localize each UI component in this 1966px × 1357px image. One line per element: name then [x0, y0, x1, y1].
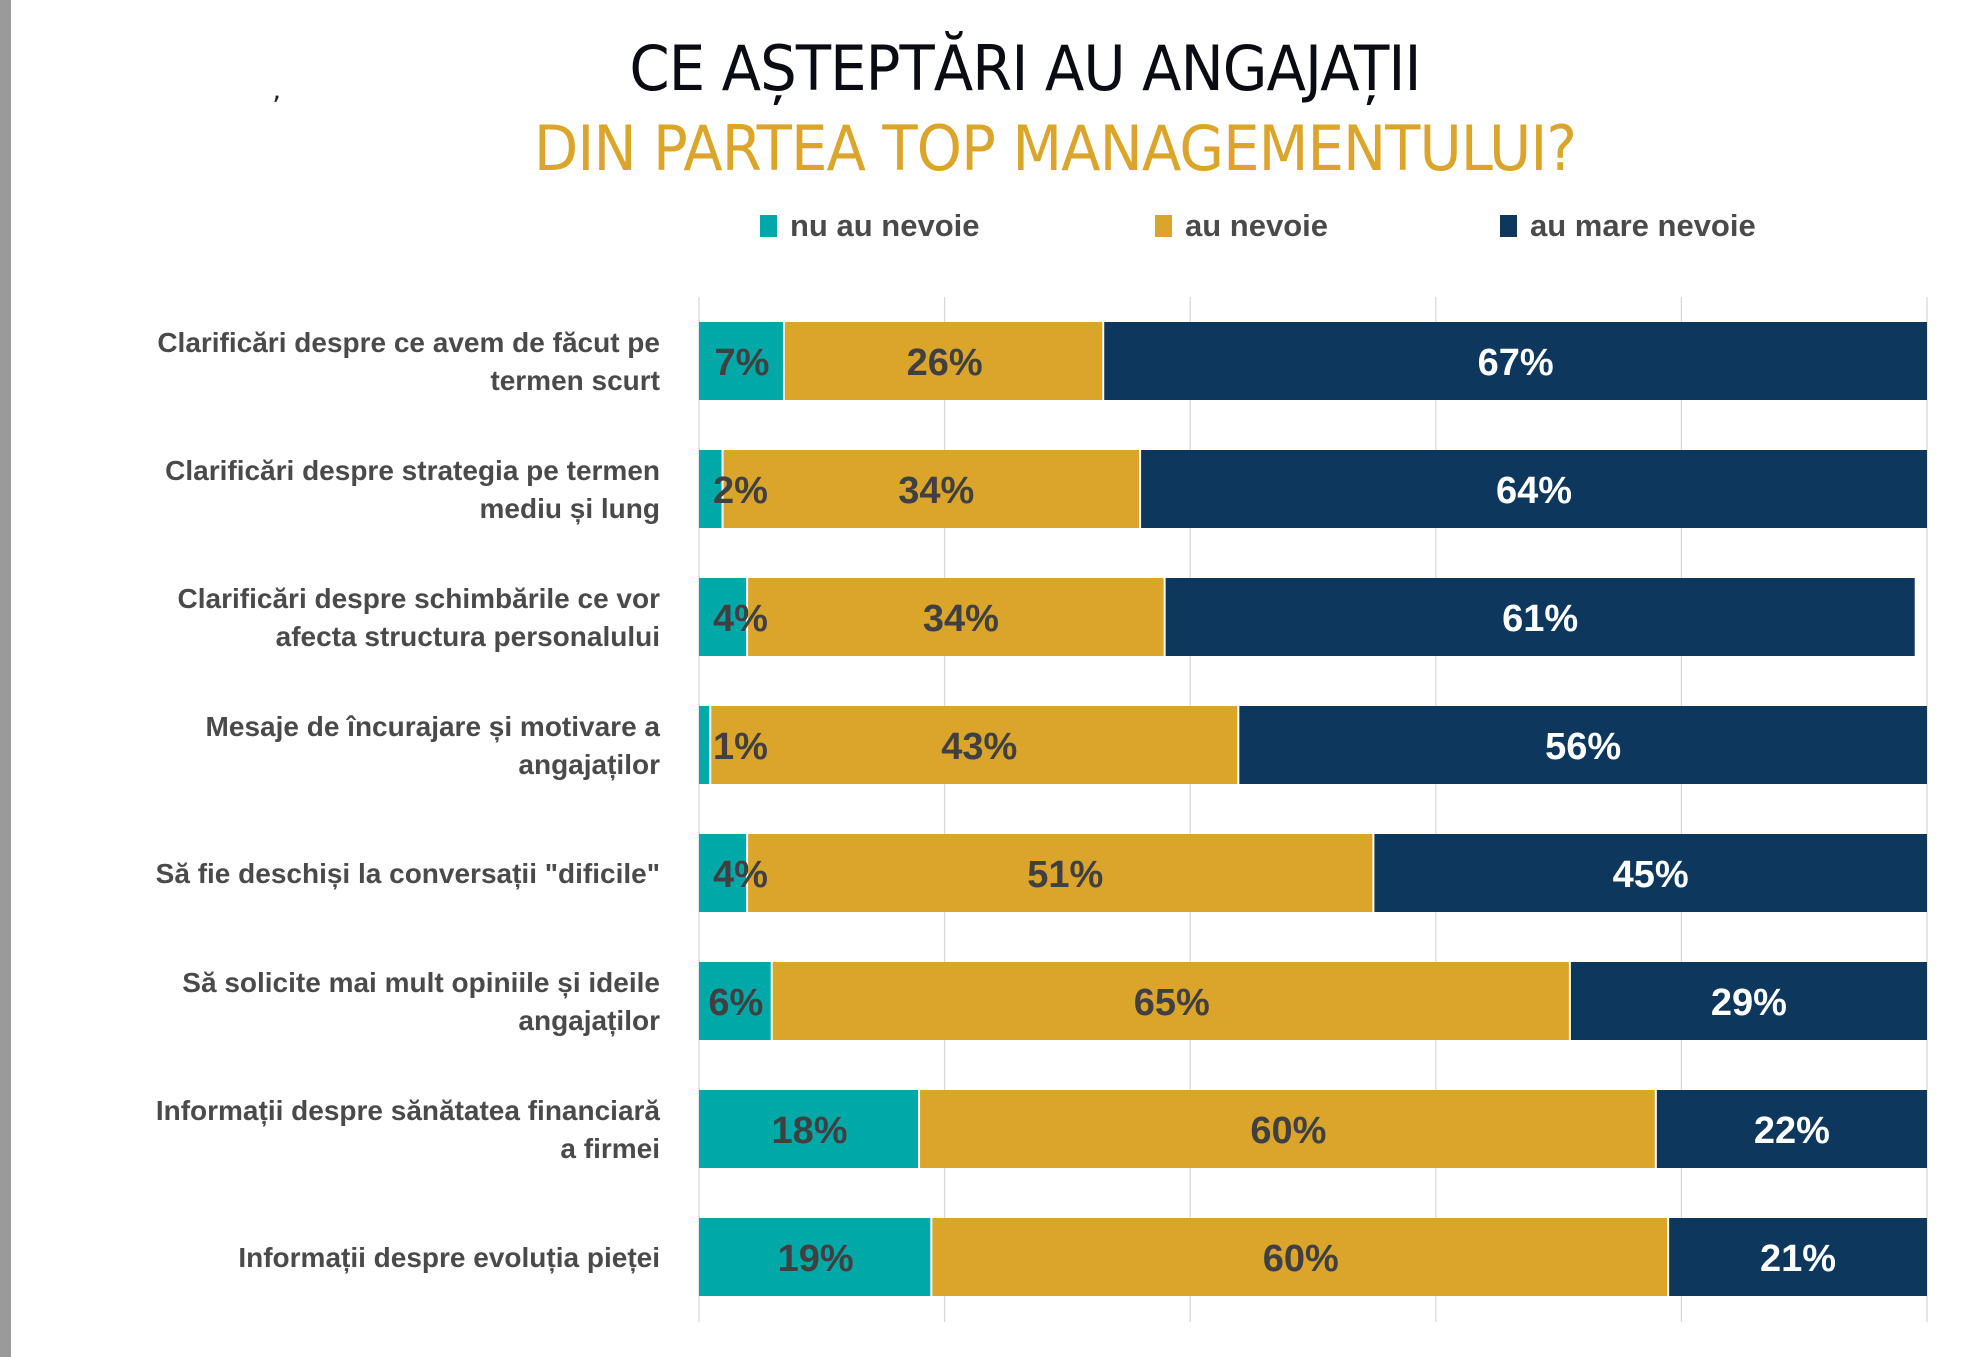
value-label: 56% — [1545, 726, 1621, 768]
legend-swatch-gold — [1155, 215, 1172, 237]
bar-segment-nu-au-nevoie — [699, 962, 771, 1040]
bar-segment-au-mare-nevoie — [1669, 1218, 1927, 1296]
value-label: 7% — [715, 342, 770, 384]
category-label: Mesaje de încurajare și motivare a — [206, 711, 661, 742]
value-label: 43% — [941, 726, 1017, 768]
value-label: 34% — [923, 598, 999, 640]
bar-segment-au-nevoie — [748, 578, 1164, 656]
bar-segment-au-nevoie — [920, 1090, 1655, 1168]
value-label: 21% — [1760, 1238, 1836, 1280]
bar-segment-au-nevoie — [772, 962, 1569, 1040]
bar-segment-au-mare-nevoie — [1374, 834, 1927, 912]
value-label: 29% — [1711, 982, 1787, 1024]
category-label: termen scurt — [490, 365, 660, 396]
value-label: 45% — [1613, 854, 1689, 896]
value-label: 18% — [771, 1110, 847, 1152]
legend-swatch-navy — [1500, 215, 1517, 237]
value-label: 2% — [713, 470, 768, 512]
legend-item-au-mare-nevoie: au mare nevoie — [1500, 208, 1756, 244]
bar-segment-au-mare-nevoie — [1104, 322, 1927, 400]
value-label: 1% — [713, 726, 768, 768]
left-border — [0, 0, 11, 1357]
legend-label: au nevoie — [1185, 208, 1328, 243]
category-label: Clarificări despre strategia pe termen — [165, 455, 660, 486]
bar-segment-au-nevoie — [932, 1218, 1668, 1296]
value-label: 34% — [898, 470, 974, 512]
value-label: 19% — [778, 1238, 854, 1280]
value-label: 60% — [1263, 1238, 1339, 1280]
value-label: 51% — [1027, 854, 1103, 896]
bar-segment-nu-au-nevoie — [699, 322, 783, 400]
stray-mark: ʼ — [272, 90, 281, 123]
bar-segment-au-mare-nevoie — [1570, 962, 1927, 1040]
chart-title: CE AȘTEPTĂRI AU ANGAJAȚII — [629, 32, 1421, 105]
value-label: 6% — [708, 982, 763, 1024]
category-label: Informații despre evoluția pieței — [238, 1242, 660, 1273]
category-label: Clarificări despre schimbările ce vor — [178, 583, 661, 614]
category-label: angajaților — [518, 1005, 660, 1036]
value-label: 4% — [713, 854, 768, 896]
value-label: 67% — [1478, 342, 1554, 384]
category-label: Informații despre sănătatea financiară — [156, 1095, 661, 1126]
bar-segment-au-mare-nevoie — [1656, 1090, 1927, 1168]
value-label: 4% — [713, 598, 768, 640]
bar-segment-nu-au-nevoie — [699, 578, 747, 656]
value-label: 64% — [1496, 470, 1572, 512]
bar-segment-au-nevoie — [748, 834, 1373, 912]
category-label: Clarificări despre ce avem de făcut pe — [157, 327, 660, 358]
bar-segment-au-nevoie — [711, 706, 1238, 784]
chart-subtitle: DIN PARTEA TOP MANAGEMENTULUI? — [533, 112, 1577, 185]
bar-segment-nu-au-nevoie — [699, 834, 747, 912]
legend-item-au-nevoie: au nevoie — [1155, 208, 1328, 244]
value-label: 60% — [1250, 1110, 1326, 1152]
category-label: mediu și lung — [480, 493, 660, 524]
bar-segment-nu-au-nevoie — [699, 706, 710, 784]
legend-label: nu au nevoie — [790, 208, 980, 243]
bar-segment-nu-au-nevoie — [699, 1090, 919, 1168]
bar-segment-au-mare-nevoie — [1141, 450, 1927, 528]
category-label: angajaților — [518, 749, 660, 780]
bar-segment-au-mare-nevoie — [1239, 706, 1927, 784]
bar-segment-au-nevoie — [784, 322, 1103, 400]
bar-segment-au-mare-nevoie — [1165, 578, 1915, 656]
legend-label: au mare nevoie — [1530, 208, 1756, 243]
legend-swatch-teal — [760, 215, 777, 237]
value-label: 26% — [907, 342, 983, 384]
bar-segment-nu-au-nevoie — [699, 450, 722, 528]
legend-item-nu-au-nevoie: nu au nevoie — [760, 208, 979, 244]
category-label: Să fie deschiși la conversații "dificile… — [156, 858, 660, 889]
bar-segment-au-nevoie — [723, 450, 1140, 528]
bar-segment-nu-au-nevoie — [699, 1218, 931, 1296]
value-label: 65% — [1134, 982, 1210, 1024]
value-label: 22% — [1754, 1110, 1830, 1152]
value-label: 61% — [1502, 598, 1578, 640]
category-label: a firmei — [560, 1133, 660, 1164]
category-label: Să solicite mai mult opiniile și ideile — [182, 967, 660, 998]
category-label: afecta structura personalului — [276, 621, 660, 652]
